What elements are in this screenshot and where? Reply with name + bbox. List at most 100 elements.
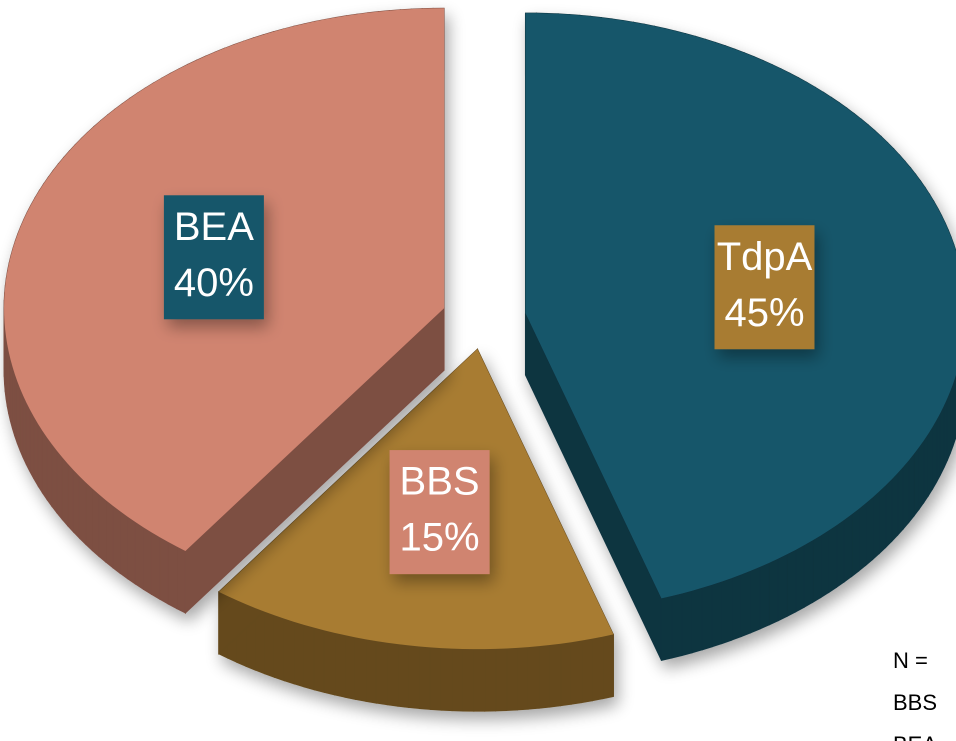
slice-wall [851, 507, 860, 578]
slice-wall [29, 409, 35, 480]
slice-wall [932, 417, 938, 491]
slice-wall [293, 621, 305, 688]
slice-wall [795, 544, 805, 613]
slice-wall [119, 510, 129, 580]
labels: TdpA 45% BBS 15% BEA 40% [163, 195, 815, 575]
slice-wall [365, 638, 377, 704]
slice-wall [927, 424, 934, 498]
slice-wall [386, 642, 399, 707]
value-label: 45% [724, 291, 804, 335]
slice-wall [878, 484, 887, 555]
slice-wall [418, 645, 431, 710]
slice-wall [462, 648, 475, 712]
slice-wall [176, 545, 186, 614]
annotation: BEA [893, 732, 937, 741]
annotation: BBS [893, 690, 937, 715]
slice-wall [843, 513, 853, 583]
slice-wall [820, 529, 830, 599]
slice-wall [440, 647, 453, 712]
slice-wall [865, 496, 874, 567]
slice-wall [908, 452, 915, 524]
slice-wall [885, 478, 893, 549]
slice-label: BEA [174, 205, 254, 249]
slice-wall [602, 633, 614, 700]
pie [3, 7, 956, 712]
slice-wall [777, 553, 788, 622]
slice-wall [408, 644, 420, 710]
slice-wall [98, 493, 107, 564]
slice-wall [681, 590, 693, 657]
slice-wall [167, 541, 178, 610]
slice-wall [37, 421, 43, 495]
slice-wall [803, 539, 814, 609]
slice-wall [91, 487, 100, 558]
slice-wall [484, 648, 497, 712]
slice-wall [768, 557, 779, 626]
slice-wall [134, 521, 144, 591]
slice-wall [506, 647, 518, 711]
slice-wall [273, 614, 285, 682]
slice-wall [691, 587, 703, 654]
slice-wall [51, 442, 58, 515]
slice-wall [323, 629, 336, 696]
slice-wall [142, 526, 152, 596]
slice-wall [538, 644, 551, 709]
slice-wall [750, 566, 761, 634]
slice-wall [872, 490, 880, 561]
slice-wall [354, 636, 367, 702]
slice-wall [397, 643, 410, 708]
slice-wall [740, 570, 752, 638]
slice-wall [858, 502, 867, 572]
slice-wall [836, 518, 845, 589]
slice-wall [923, 431, 929, 505]
slice-wall [25, 402, 31, 473]
slice-wall [33, 414, 39, 488]
slice-wall [936, 412, 941, 483]
slice-wall [570, 639, 583, 705]
slice-wall [127, 515, 136, 585]
slice-wall [313, 627, 325, 694]
slice-wall [918, 438, 925, 511]
slice-wall [516, 646, 529, 711]
slice-wall [61, 455, 69, 527]
slice-wall [731, 573, 742, 641]
slice-wall [660, 595, 673, 662]
slice-wall [721, 577, 733, 645]
slice-wall [701, 584, 713, 651]
label-box [389, 450, 490, 575]
slice-wall [344, 634, 356, 700]
slice-wall [159, 536, 169, 605]
slice-wall [786, 548, 797, 618]
slice-wall [429, 646, 442, 711]
slice-wall [451, 648, 464, 712]
slice-wall [560, 641, 572, 707]
slice-wall [334, 632, 346, 698]
slice-wall [67, 462, 74, 534]
slice-wall [711, 580, 723, 648]
slice-wall [72, 468, 80, 540]
slice-wall [549, 643, 562, 708]
slice-wall [828, 524, 838, 594]
slice-wall [473, 648, 486, 712]
slice-wall [56, 449, 63, 521]
slice-wall [303, 624, 315, 691]
slice-wall [913, 445, 920, 518]
slice-wall [264, 611, 275, 678]
slice-label: TdpA [717, 235, 813, 279]
slice-wall [112, 504, 121, 575]
slice-wall [375, 640, 388, 706]
value-label: 15% [400, 516, 480, 560]
slice-wall [85, 481, 93, 552]
annotation: N = [893, 648, 928, 673]
value-label: 40% [174, 261, 254, 305]
label-box [714, 225, 815, 350]
slice-wall [902, 458, 910, 530]
slice-wall [591, 636, 604, 702]
slice-wall [41, 428, 48, 501]
slice-label: BBS [400, 460, 480, 504]
slice-wall [46, 435, 53, 508]
slice-wall [78, 475, 87, 546]
label-box [163, 195, 264, 320]
slice-wall [939, 405, 945, 476]
